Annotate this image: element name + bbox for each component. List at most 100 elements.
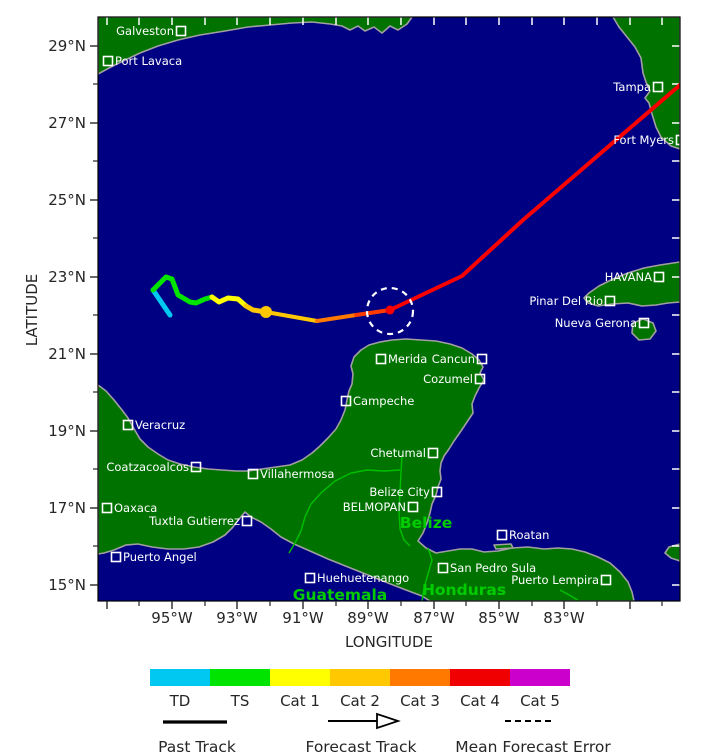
legend-category-label: TS bbox=[230, 692, 250, 710]
city-marker bbox=[110, 551, 122, 563]
x-tick-label: 89°W bbox=[347, 609, 389, 627]
legend-swatch-cat1 bbox=[270, 669, 330, 686]
city-label: Coatzacoalcos bbox=[106, 460, 189, 474]
city-marker bbox=[496, 529, 508, 541]
city-marker bbox=[375, 353, 387, 365]
mean-forecast-error-circle bbox=[365, 286, 415, 336]
city-marker bbox=[122, 419, 134, 431]
city-marker bbox=[175, 25, 187, 37]
x-tick-label: 85°W bbox=[478, 609, 520, 627]
legend: TD TS Cat 1 Cat 2 Cat 3 Cat 4 Cat 5 Past Track F… bbox=[150, 669, 611, 756]
x-tick-label: 87°W bbox=[413, 609, 455, 627]
city-marker bbox=[675, 134, 680, 146]
honduras-nicaragua-border bbox=[559, 589, 580, 601]
map-area: Galveston Port Lavaca Tampa Fort Myers HAVAN… bbox=[98, 17, 680, 604]
city-marker bbox=[190, 461, 202, 473]
legend-swatch-cat5 bbox=[510, 669, 570, 686]
country-borders bbox=[288, 455, 580, 601]
legend-category-label: Cat 3 bbox=[400, 692, 440, 710]
city-marker bbox=[431, 486, 443, 498]
legend-swatch-cat2 bbox=[330, 669, 390, 686]
y-tick-label: 19°N bbox=[48, 422, 86, 440]
x-tick-label: 91°W bbox=[282, 609, 324, 627]
city-label: Belize City bbox=[369, 485, 430, 499]
storm-track bbox=[150, 83, 680, 336]
legend-category-label: Cat 1 bbox=[280, 692, 320, 710]
city-label: Nueva Gerona bbox=[555, 316, 637, 330]
forecast-position-dot bbox=[385, 305, 395, 315]
city-label: Pinar Del Rio bbox=[529, 294, 603, 308]
legend-item-label: Mean Forecast Error bbox=[455, 738, 611, 756]
city-markers: Galveston Port Lavaca Tampa Fort Myers HAVAN… bbox=[101, 24, 680, 587]
y-tick-label: 29°N bbox=[48, 37, 86, 55]
legend-swatch-ts bbox=[210, 669, 270, 686]
legend-swatch-cat3 bbox=[390, 669, 450, 686]
legend-category-label: Cat 2 bbox=[340, 692, 380, 710]
city-marker bbox=[653, 271, 665, 283]
city-marker bbox=[241, 515, 253, 527]
x-axis-title: LONGITUDE bbox=[345, 633, 433, 651]
city-label: HAVANA bbox=[605, 270, 652, 284]
belize-west-border bbox=[398, 455, 411, 547]
country-label: Belize bbox=[400, 514, 453, 532]
x-tick-label: 93°W bbox=[216, 609, 258, 627]
y-tick-label: 17°N bbox=[48, 499, 86, 517]
legend-swatch-cat4 bbox=[450, 669, 510, 686]
legend-category-label: Cat 4 bbox=[460, 692, 500, 710]
city-label: Tampa bbox=[612, 80, 651, 94]
country-label: Guatemala bbox=[293, 586, 388, 604]
city-label: Oaxaca bbox=[114, 501, 157, 515]
city-label: San Pedro Sula bbox=[450, 561, 536, 575]
legend-swatch-td bbox=[150, 669, 210, 686]
y-axis-title: LATITUDE bbox=[23, 274, 41, 347]
city-label: Villahermosa bbox=[260, 467, 334, 481]
city-label: Port Lavaca bbox=[115, 54, 182, 68]
roatan-island bbox=[493, 543, 514, 550]
city-marker bbox=[407, 501, 419, 513]
legend-item-label: Past Track bbox=[158, 738, 236, 756]
city-label: Tuxtla Gutierrez bbox=[148, 514, 240, 528]
city-marker bbox=[600, 574, 612, 586]
city-label: Roatan bbox=[509, 528, 549, 542]
florida bbox=[612, 17, 680, 150]
forecast-track-cat4 bbox=[388, 83, 680, 312]
city-label: BELMOPAN bbox=[343, 500, 406, 514]
past-track-td bbox=[150, 287, 173, 318]
city-marker bbox=[247, 468, 259, 480]
city-label: Huehuetenango bbox=[317, 571, 409, 585]
city-marker bbox=[604, 295, 616, 307]
isla-juventud bbox=[631, 318, 657, 341]
x-tick-label: 95°W bbox=[151, 609, 193, 627]
plot-border bbox=[97, 16, 681, 602]
y-tick-label: 27°N bbox=[48, 114, 86, 132]
city-label: Cozumel bbox=[423, 372, 473, 386]
city-label: Veracruz bbox=[135, 418, 185, 432]
city-marker bbox=[340, 395, 352, 407]
city-label: Galveston bbox=[116, 24, 174, 38]
city-marker bbox=[638, 317, 650, 329]
forecast-arrowhead bbox=[376, 712, 401, 730]
city-marker bbox=[437, 562, 449, 574]
y-tick-label: 23°N bbox=[48, 268, 86, 286]
legend-category-label: Cat 5 bbox=[520, 692, 560, 710]
city-marker bbox=[474, 373, 486, 385]
city-label: Merida bbox=[388, 352, 427, 366]
city-marker bbox=[652, 81, 664, 93]
x-tick-label: 83°W bbox=[543, 609, 585, 627]
y-tick-label: 21°N bbox=[48, 345, 86, 363]
city-marker bbox=[427, 447, 439, 459]
y-tick-label: 15°N bbox=[48, 576, 86, 594]
legend-item-label: Forecast Track bbox=[305, 738, 416, 756]
current-position-dot bbox=[260, 306, 272, 318]
forecast-track-cat3 bbox=[315, 313, 358, 323]
country-label: Honduras bbox=[422, 581, 506, 599]
country-labels: Belize Guatemala Honduras bbox=[293, 514, 506, 604]
city-label: Cancun bbox=[432, 352, 475, 366]
city-marker bbox=[304, 572, 316, 584]
y-tick-label: 25°N bbox=[48, 191, 86, 209]
forecast-track-cat3-4 bbox=[354, 308, 392, 317]
past-track-cat1 bbox=[209, 294, 249, 309]
city-label: Fort Myers bbox=[613, 133, 674, 147]
city-marker bbox=[476, 353, 488, 365]
